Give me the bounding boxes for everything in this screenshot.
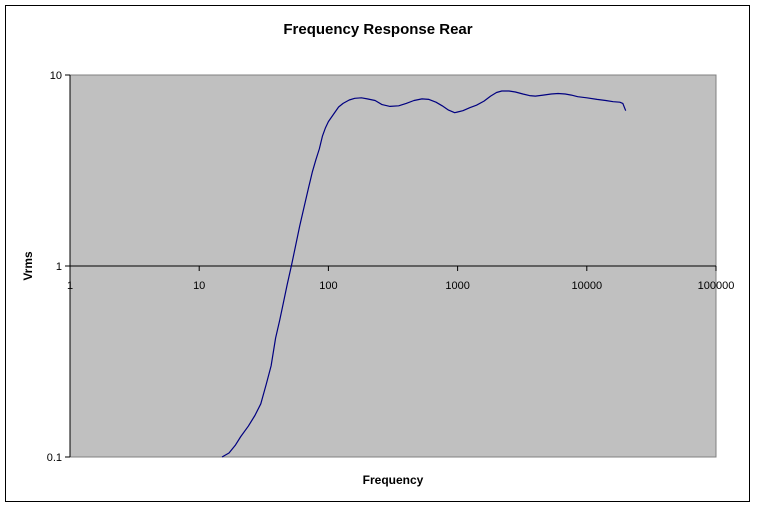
chart-title: Frequency Response Rear [283, 21, 472, 38]
x-axis-ticks: 1 10 100 1000 10000 100000 [67, 266, 734, 292]
y-axis-ticks: 0.1 1 10 [47, 70, 70, 464]
x-tick-label-5: 100000 [698, 280, 735, 292]
y-tick-label-0: 0.1 [47, 452, 62, 464]
y-axis-title: Vrms [21, 251, 35, 281]
x-tick-label-4: 10000 [572, 280, 603, 292]
y-tick-label-1: 1 [56, 261, 62, 273]
x-tick-label-0: 1 [67, 280, 73, 292]
series-line-0 [221, 90, 627, 458]
x-tick-label-1: 10 [193, 280, 205, 292]
x-axis-title: Frequency [363, 473, 424, 487]
y-tick-label-2: 10 [50, 70, 62, 82]
x-tick-label-2: 100 [319, 280, 337, 292]
series-layer [221, 90, 627, 458]
x-tick-label-3: 1000 [445, 280, 469, 292]
